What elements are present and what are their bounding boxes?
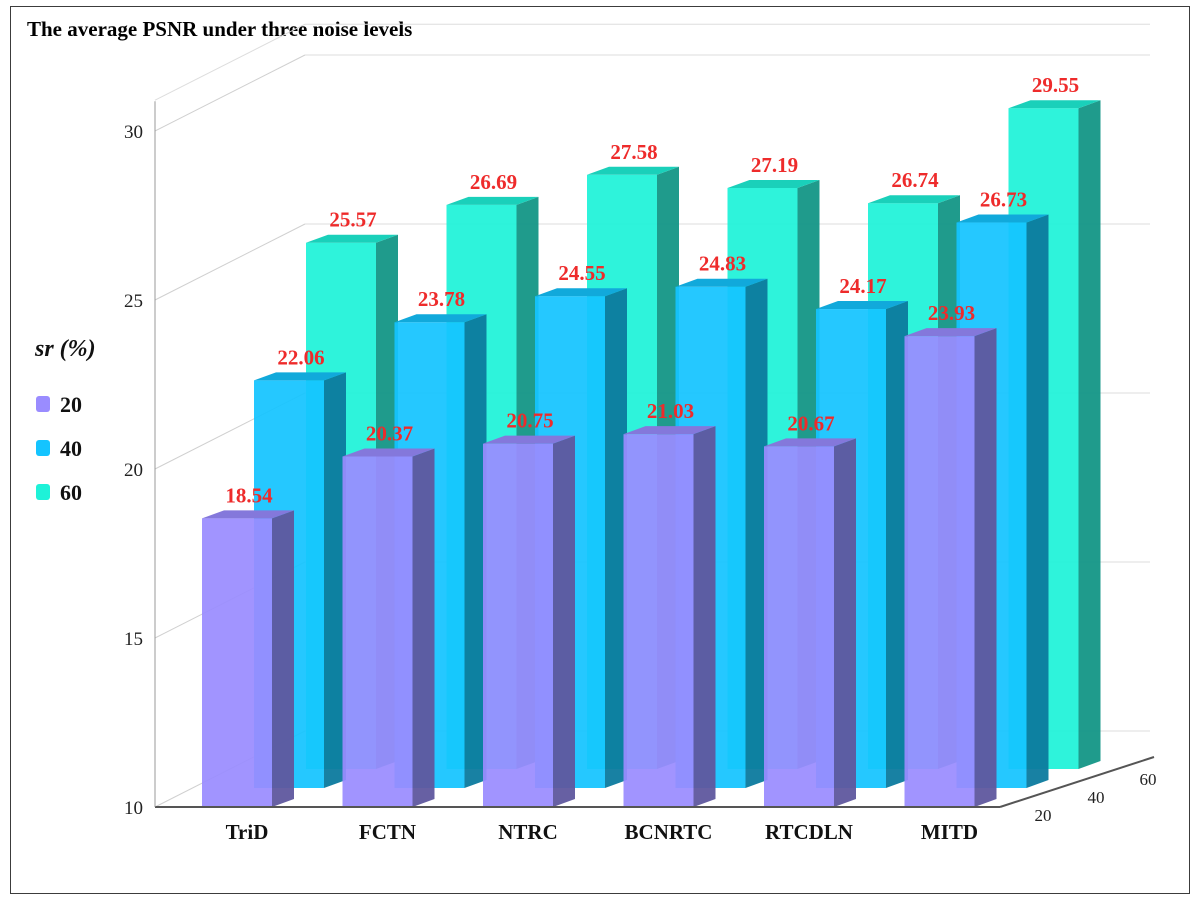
legend-title: sr (%): [34, 336, 96, 362]
bar-front: [764, 446, 834, 807]
bar-side: [1026, 214, 1049, 788]
value-label: 24.17: [839, 274, 886, 298]
bar-BCNRTC-20: [623, 426, 716, 807]
value-label: 25.57: [329, 208, 376, 232]
bar-top: [816, 301, 908, 310]
grid-edge-left: [154, 23, 306, 101]
bar-top: [956, 214, 1049, 223]
bar-front: [483, 443, 553, 807]
value-label: 24.55: [558, 261, 605, 285]
legend-swatch: [36, 484, 50, 500]
value-label: 24.83: [699, 252, 746, 276]
bar-side: [553, 435, 575, 807]
bar-front: [904, 336, 975, 807]
value-label: 26.69: [470, 170, 517, 194]
gridline-side-30: [154, 54, 306, 132]
value-label: 23.78: [418, 287, 465, 311]
legend-item-label: 20: [60, 392, 82, 417]
gridline-side-25: [154, 223, 306, 301]
legend-item-label: 60: [60, 480, 82, 505]
value-label: 20.75: [506, 409, 553, 433]
bar-side: [324, 372, 346, 788]
bar-top: [535, 288, 627, 297]
bar-top: [1008, 100, 1101, 109]
bar-top: [342, 448, 435, 457]
bar-top: [623, 426, 716, 435]
value-label: 21.03: [647, 399, 694, 423]
axis-layer: 20 40 60 TriD FCTN NTRC BCNRTC RTCDLN MITD: [154, 101, 1157, 844]
legend-swatch: [36, 440, 50, 456]
bar-top: [868, 195, 960, 204]
legend: sr (%) 20 40 60: [34, 336, 96, 505]
depth-tick-label: 40: [1088, 788, 1105, 807]
bar-side: [834, 438, 856, 807]
y-axis-ticks: 10 15 20 25 30: [124, 122, 143, 819]
bar-FCTN-20: [342, 448, 435, 807]
value-label: 18.54: [225, 483, 273, 507]
bar-top: [306, 234, 398, 243]
depth-tick-label: 20: [1035, 806, 1052, 825]
value-label: 20.37: [366, 421, 413, 445]
bar-top: [202, 510, 294, 519]
y-tick-label: 20: [124, 460, 143, 481]
bar-side: [605, 288, 627, 788]
value-label: 27.58: [610, 140, 657, 164]
depth-tick-label: 60: [1140, 770, 1157, 789]
bar-RTCDLN-20: [764, 438, 856, 807]
bars-layer: [202, 100, 1101, 807]
bar-side: [745, 278, 768, 788]
value-label: 26.74: [891, 168, 939, 192]
value-label: 23.93: [928, 301, 975, 325]
x-tick-label: TriD: [226, 820, 269, 844]
bar-side: [272, 510, 294, 807]
bar-top: [727, 179, 820, 188]
value-label: 29.55: [1032, 73, 1079, 97]
x-tick-label: RTCDLN: [765, 820, 853, 844]
bar-front: [623, 434, 694, 807]
x-tick-label: MITD: [921, 820, 978, 844]
value-label: 27.19: [751, 153, 798, 177]
chart-title: The average PSNR under three noise level…: [27, 17, 412, 41]
y-tick-label: 30: [124, 122, 143, 143]
bar-front: [202, 518, 272, 807]
bar-side: [412, 448, 435, 807]
value-label: 22.06: [277, 345, 324, 369]
x-tick-label: BCNRTC: [625, 820, 713, 844]
bar-top: [764, 438, 856, 447]
bar-MITD-20: [904, 328, 997, 807]
value-labels: 25.57 26.69 27.58 27.19 26.74 29.55 22.06 23.78…: [225, 73, 1079, 507]
bar-side: [974, 328, 997, 807]
depth-axis-line: [999, 756, 1155, 808]
bar-top: [587, 166, 679, 175]
bar-TriD-20: [202, 510, 294, 807]
y-tick-label: 15: [124, 629, 143, 650]
bar-top: [904, 328, 997, 337]
bar-top: [446, 196, 539, 205]
bar-top: [675, 278, 768, 287]
value-label: 26.73: [980, 188, 1027, 212]
bar-top: [394, 314, 487, 323]
bar-side: [693, 426, 716, 807]
bar-side: [464, 314, 487, 788]
bar-side: [886, 301, 908, 788]
bar-front: [342, 456, 413, 807]
bar-NTRC-20: [483, 435, 575, 807]
y-tick-label: 25: [124, 291, 143, 312]
legend-item-label: 40: [60, 436, 82, 461]
value-label: 20.67: [787, 411, 834, 435]
legend-swatch: [36, 396, 50, 412]
x-tick-label: FCTN: [359, 820, 416, 844]
bar-top: [254, 372, 346, 381]
x-tick-label: NTRC: [498, 820, 558, 844]
y-tick-label: 10: [124, 798, 143, 819]
bar-top: [483, 435, 575, 444]
bar-side: [1078, 100, 1101, 769]
